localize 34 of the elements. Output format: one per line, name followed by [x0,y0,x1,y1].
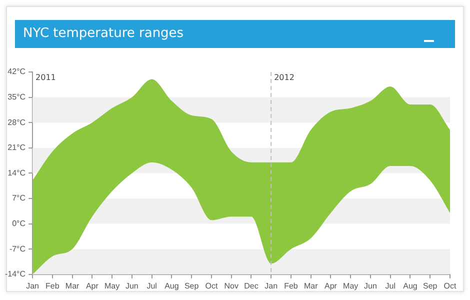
y-tick-label: -7°C [9,244,26,254]
x-tick-label: Aug [403,281,418,290]
x-tick-label: Jan [26,281,39,290]
x-tick-label: May [104,281,120,290]
x-tick-label: Oct [205,281,218,290]
x-tick-label: Apr [324,281,338,290]
x-tick-label: Jul [385,281,396,290]
x-tick-label: May [343,281,358,290]
x-tick-label: Jun [125,281,138,290]
y-tick-label: 21°C [8,143,26,152]
y-tick-label: -14°C [4,270,26,279]
x-tick-label: Feb [46,281,60,290]
chart-title: NYC temperature ranges [23,26,184,41]
y-tick-label: 42°C [8,67,26,76]
x-tick-label: Jul [146,281,158,290]
y-tick-label: 0°C [12,219,26,228]
x-tick-label: Sep [184,281,200,290]
y-tick-label: 35°C [8,92,26,102]
y-tick-label: 28°C [8,118,26,127]
x-tick-label: Jun [364,281,377,290]
x-tick-label: Aug [164,281,179,290]
x-tick-label: Mar [304,281,318,290]
annotation: 2011 [36,73,56,82]
y-tick-label: 14°C [8,168,26,178]
x-tick-label: Feb [284,281,298,290]
x-tick-label: Nov [224,281,238,290]
x-tick-label: Dec [244,281,258,290]
x-tick-label: Sep [423,281,438,290]
x-tick-label: Oct [444,281,457,290]
x-tick-label: Jan [264,281,278,290]
ref-line-label: 2012 [274,73,294,82]
y-tick-label: 7°C [12,194,26,203]
x-tick-label: Mar [65,281,80,290]
x-tick-label: Apr [86,281,99,290]
